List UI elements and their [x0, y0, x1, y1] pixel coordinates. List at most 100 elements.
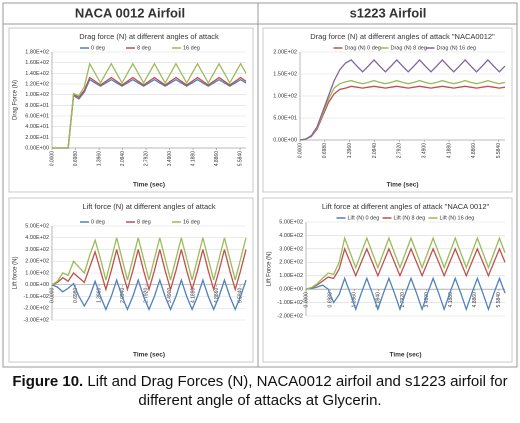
- x-tick-label: 1.3960: [96, 151, 102, 167]
- chart-panel: [8, 27, 254, 193]
- y-tick-label: 5.00E+01: [273, 115, 297, 121]
- y-tick-label: 4.00E+01: [25, 124, 49, 130]
- series-line: [51, 249, 247, 292]
- series-line: [305, 235, 506, 290]
- chart-title: Lift force at different angles of attack…: [322, 202, 490, 211]
- legend-label: 8 deg: [137, 219, 151, 225]
- y-tick-label: 1.40E+02: [25, 71, 49, 77]
- chart-title: Drag force (N) at different angles of at…: [310, 32, 495, 41]
- x-axis-label: Time (sec): [133, 182, 165, 189]
- y-tick-label: 5.00E+02: [279, 219, 303, 225]
- y-tick-label: -1.00E+02: [277, 300, 303, 306]
- caption: Figure 10. Lift and Drag Forces (N), NAC…: [10, 372, 510, 410]
- column-header: s1223 Airfoil: [350, 5, 427, 20]
- series-line: [52, 61, 247, 149]
- x-tick-label: 0.6980: [73, 151, 79, 167]
- legend-label: Drag (N) 16 deg: [437, 45, 476, 51]
- x-tick-label: 2.0940: [376, 292, 382, 308]
- legend-label: Drag (N) 8 deg: [391, 45, 427, 51]
- y-tick-label: 6.00E+01: [25, 113, 49, 119]
- x-tick-label: 0.6980: [327, 292, 333, 308]
- x-tick-label: 0.0000: [49, 288, 55, 304]
- y-tick-label: -2.00E+02: [277, 313, 303, 319]
- series-line: [51, 237, 247, 286]
- x-tick-label: 5.5840: [237, 151, 243, 167]
- x-axis-label: Time (sec): [389, 352, 421, 359]
- caption-text: Lift and Drag Forces (N), NACA0012 airfo…: [87, 373, 508, 409]
- x-tick-label: 4.8860: [214, 288, 220, 304]
- column-header: NACA 0012 Airfoil: [75, 5, 185, 20]
- y-tick-label: -3.00E+02: [23, 317, 49, 323]
- y-tick-label: 4.00E+02: [279, 233, 303, 239]
- y-tick-label: 1.00E+02: [279, 273, 303, 279]
- legend-label: Lift (N) 8 deg: [394, 215, 426, 221]
- x-tick-label: 2.7920: [143, 151, 149, 167]
- x-tick-label: 1.3960: [347, 143, 353, 159]
- y-tick-label: 0.00E+00: [25, 282, 49, 288]
- x-tick-label: 2.0940: [120, 288, 126, 304]
- x-tick-label: 1.3960: [352, 292, 358, 308]
- x-tick-label: 1.3960: [96, 288, 102, 304]
- x-tick-label: 4.1880: [448, 292, 454, 308]
- x-tick-label: 0.6980: [73, 288, 79, 304]
- x-tick-label: 0.0000: [303, 292, 309, 308]
- y-tick-label: 1.80E+02: [25, 49, 49, 55]
- x-tick-label: 2.7920: [143, 288, 149, 304]
- x-tick-label: 3.4900: [167, 288, 173, 304]
- legend-label: 8 deg: [137, 45, 151, 51]
- x-tick-label: 2.0940: [372, 143, 378, 159]
- legend-label: 0 deg: [91, 45, 105, 51]
- y-tick-label: 3.00E+02: [25, 247, 49, 253]
- y-tick-label: 0.00E+00: [273, 137, 297, 143]
- y-tick-label: 2.00E+02: [279, 260, 303, 266]
- x-tick-label: 0.0000: [297, 143, 303, 159]
- y-tick-label: 1.50E+02: [273, 71, 297, 77]
- chart-panel: [262, 27, 513, 193]
- x-tick-label: 3.4900: [167, 151, 173, 167]
- legend-label: Lift (N) 16 deg: [440, 215, 475, 221]
- x-tick-label: 4.1880: [446, 143, 452, 159]
- chart-panel: [262, 197, 513, 363]
- x-tick-label: 2.0940: [120, 151, 126, 167]
- y-axis-label: Drag Force (N): [13, 80, 19, 120]
- series-line: [52, 76, 247, 149]
- chart-panel: [8, 197, 254, 363]
- y-tick-label: 2.00E+01: [25, 135, 49, 141]
- y-tick-label: 1.20E+02: [25, 81, 49, 87]
- y-tick-label: 1.00E+02: [25, 92, 49, 98]
- x-tick-label: 4.1880: [190, 288, 196, 304]
- legend-label: Lift (N) 0 deg: [348, 215, 380, 221]
- y-tick-label: 2.00E+02: [25, 259, 49, 265]
- legend-label: Drag (N) 0 deg: [345, 45, 381, 51]
- series-line: [299, 58, 506, 141]
- x-tick-label: 3.4900: [422, 143, 428, 159]
- series-line: [299, 85, 506, 141]
- x-tick-label: 4.8860: [471, 143, 477, 159]
- y-tick-label: -1.00E+02: [23, 294, 49, 300]
- y-tick-label: 3.00E+02: [279, 246, 303, 252]
- x-tick-label: 3.4900: [424, 292, 430, 308]
- series-line: [52, 78, 247, 149]
- series-line: [305, 246, 506, 290]
- y-tick-label: 1.00E+02: [273, 93, 297, 99]
- y-axis-label: Lift Force (N): [267, 251, 273, 286]
- y-tick-label: 1.00E+02: [25, 270, 49, 276]
- series-line: [299, 79, 506, 141]
- figure: NACA 0012 Airfoil s1223 Airfoil Drag for…: [2, 2, 518, 368]
- legend-label: 16 deg: [183, 45, 200, 51]
- y-tick-label: 1.60E+02: [25, 60, 49, 66]
- x-tick-label: 4.8860: [214, 151, 220, 167]
- y-tick-label: 5.00E+02: [25, 223, 49, 229]
- x-tick-label: 2.7920: [397, 143, 403, 159]
- y-tick-label: 0.00E+00: [279, 287, 303, 293]
- series-line: [305, 276, 506, 312]
- y-tick-label: 0.00E+00: [25, 145, 49, 151]
- y-tick-label: 2.00E+02: [273, 49, 297, 55]
- caption-label: Figure 10.: [12, 373, 84, 390]
- x-tick-label: 5.5840: [496, 143, 502, 159]
- legend-label: 0 deg: [91, 219, 105, 225]
- legend-label: 16 deg: [183, 219, 200, 225]
- chart-title: Lift force (N) at different angles of at…: [82, 202, 216, 211]
- x-tick-label: 5.5840: [496, 292, 502, 308]
